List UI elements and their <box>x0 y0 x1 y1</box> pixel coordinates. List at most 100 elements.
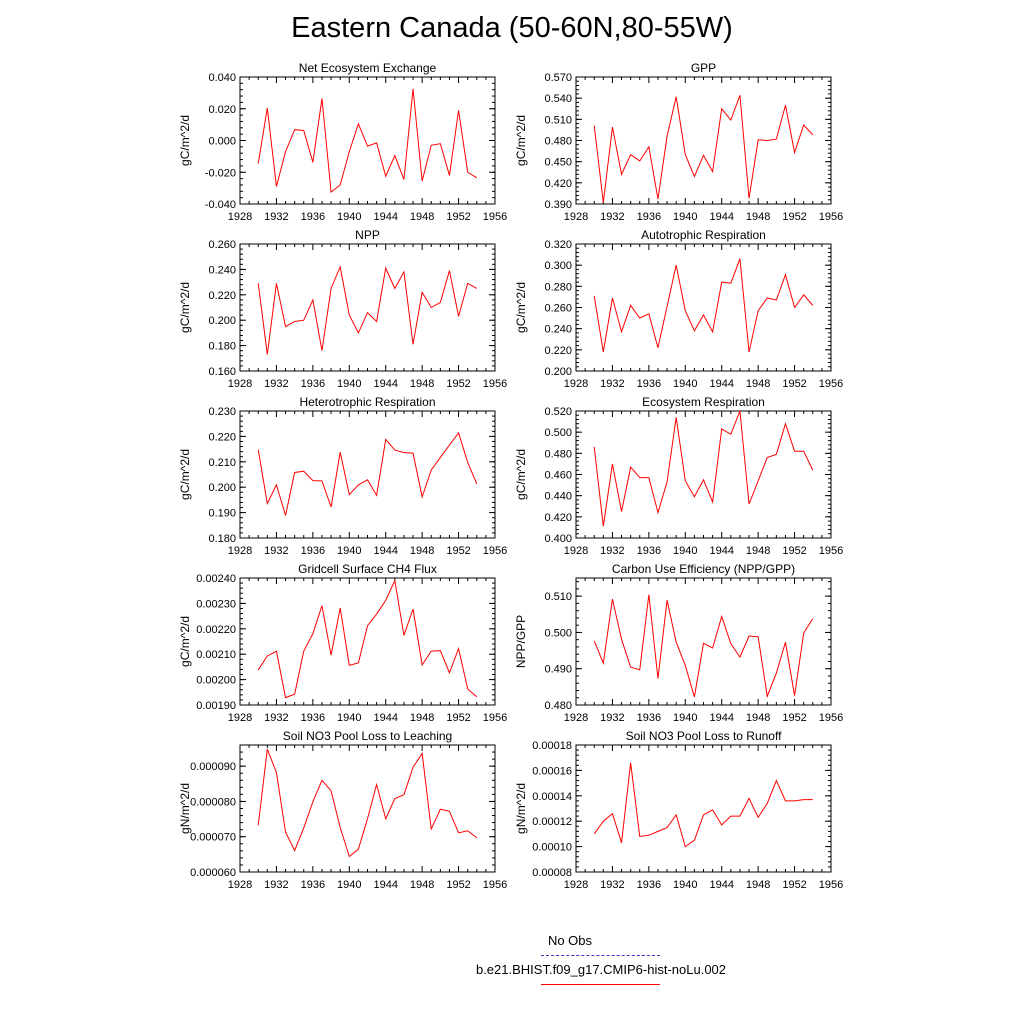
y-axis-label: gC/m^2/d <box>178 115 192 166</box>
y-tick-label: 0.000070 <box>190 832 236 844</box>
chart-title: Net Ecosystem Exchange <box>299 61 437 75</box>
x-tick-label: 1944 <box>709 712 733 724</box>
x-tick-label: 1940 <box>337 879 361 891</box>
chart-title: Heterotrophic Respiration <box>299 395 435 409</box>
y-tick-label: 0.000080 <box>190 796 236 808</box>
y-tick-label: 0.520 <box>544 406 572 418</box>
x-tick-label: 1944 <box>709 378 733 390</box>
y-tick-label: 0.480 <box>544 448 572 460</box>
x-tick-label: 1932 <box>264 712 288 724</box>
x-tick-label: 1928 <box>228 879 252 891</box>
y-tick-label: 0.180 <box>208 533 236 545</box>
x-tick-label: 1936 <box>301 211 325 223</box>
x-tick-label: 1952 <box>782 211 806 223</box>
y-tick-label: 0.240 <box>208 264 236 276</box>
x-tick-label: 1948 <box>410 712 434 724</box>
x-tick-label: 1936 <box>301 712 325 724</box>
y-tick-label: 0.00200 <box>196 675 236 687</box>
y-tick-label: 0.460 <box>544 470 572 482</box>
x-tick-label: 1932 <box>264 879 288 891</box>
y-axis-label: gC/m^2/d <box>514 115 528 166</box>
y-tick-label: 0.000 <box>208 136 236 148</box>
x-tick-label: 1936 <box>637 712 661 724</box>
plot-frame <box>239 76 496 205</box>
x-tick-label: 1940 <box>337 211 361 223</box>
x-tick-label: 1948 <box>746 879 770 891</box>
legend-obs-swatch <box>541 955 660 956</box>
y-tick-label: 0.540 <box>544 93 572 105</box>
x-tick-label: 1932 <box>600 211 624 223</box>
series-line <box>593 762 813 848</box>
chart-title: Gridcell Surface CH4 Flux <box>298 562 437 576</box>
x-tick-label: 1956 <box>819 879 843 891</box>
x-tick-label: 1952 <box>782 545 806 557</box>
y-axis-label: NPP/GPP <box>514 615 528 668</box>
plot-frame <box>239 744 496 873</box>
x-tick-label: 1952 <box>782 378 806 390</box>
x-tick-label: 1948 <box>410 378 434 390</box>
legend-case-label: b.e21.BHIST.f09_g17.CMIP6-hist-noLu.002 <box>475 962 727 977</box>
x-tick-label: 1940 <box>673 545 697 557</box>
chart-panel-1: GPP gC/m^2/d 1928 1932 1936 1940 1944 1948 1952 1… <box>514 61 843 223</box>
x-tick-label: 1932 <box>264 211 288 223</box>
y-tick-label: 0.420 <box>544 178 572 190</box>
chart-title: Autotrophic Respiration <box>641 228 766 242</box>
y-tick-label: 0.00190 <box>196 700 236 712</box>
y-axis-label: gC/m^2/d <box>514 282 528 333</box>
x-tick-label: 1928 <box>564 545 588 557</box>
x-tick-label: 1928 <box>228 545 252 557</box>
series-line <box>257 749 478 858</box>
x-tick-label: 1940 <box>673 879 697 891</box>
y-axis-label: gC/m^2/d <box>178 616 192 667</box>
x-tick-label: 1948 <box>410 211 434 223</box>
y-axis-label: gN/m^2/d <box>178 783 192 834</box>
x-tick-label: 1952 <box>446 378 470 390</box>
chart-title: Carbon Use Efficiency (NPP/GPP) <box>612 562 795 576</box>
page-title: Eastern Canada (50-60N,80-55W) <box>291 12 733 44</box>
x-tick-label: 1940 <box>673 378 697 390</box>
x-tick-label: 1944 <box>373 712 397 724</box>
x-tick-label: 1932 <box>600 378 624 390</box>
x-tick-label: 1944 <box>373 879 397 891</box>
x-tick-label: 1944 <box>373 378 397 390</box>
plot-frame <box>239 577 496 706</box>
x-tick-label: 1944 <box>709 545 733 557</box>
x-tick-label: 1952 <box>782 879 806 891</box>
y-tick-label: 0.260 <box>208 239 236 251</box>
x-tick-label: 1952 <box>446 879 470 891</box>
x-tick-label: 1928 <box>228 712 252 724</box>
y-tick-label: 0.200 <box>208 315 236 327</box>
y-tick-label: 0.300 <box>544 260 572 272</box>
chart-panel-7: Carbon Use Efficiency (NPP/GPP) NPP/GPP 19… <box>514 562 843 724</box>
series-line <box>257 88 478 194</box>
chart-panel-9: Soil NO3 Pool Loss to Runoff gN/m^2/d 1928… <box>514 729 843 891</box>
series-line <box>593 410 814 527</box>
y-tick-label: 0.510 <box>544 114 572 126</box>
plot-frame <box>239 410 496 539</box>
x-tick-label: 1928 <box>228 211 252 223</box>
legend-case-swatch <box>541 984 660 985</box>
y-tick-label: 0.210 <box>208 457 236 469</box>
x-tick-label: 1948 <box>410 879 434 891</box>
y-axis-label: gC/m^2/d <box>178 449 192 500</box>
x-tick-label: 1956 <box>819 211 843 223</box>
y-tick-label: 0.00012 <box>532 816 572 828</box>
x-tick-label: 1940 <box>673 211 697 223</box>
y-tick-label: 0.480 <box>544 700 572 712</box>
y-tick-label: 0.480 <box>544 136 572 148</box>
x-tick-label: 1944 <box>709 879 733 891</box>
x-tick-label: 1948 <box>746 712 770 724</box>
y-tick-label: 0.190 <box>208 508 236 520</box>
x-tick-label: 1940 <box>337 712 361 724</box>
y-tick-label: 0.040 <box>208 72 236 84</box>
y-axis-label: gN/m^2/d <box>514 783 528 834</box>
x-tick-label: 1936 <box>637 211 661 223</box>
y-tick-label: 0.570 <box>544 72 572 84</box>
y-tick-label: 0.00014 <box>532 791 572 803</box>
chart-title: Ecosystem Respiration <box>642 395 765 409</box>
y-tick-label: 0.160 <box>208 366 236 378</box>
x-tick-label: 1956 <box>483 879 507 891</box>
y-tick-label: -0.040 <box>205 199 236 211</box>
y-tick-label: 0.510 <box>544 591 572 603</box>
series-line <box>257 265 478 355</box>
